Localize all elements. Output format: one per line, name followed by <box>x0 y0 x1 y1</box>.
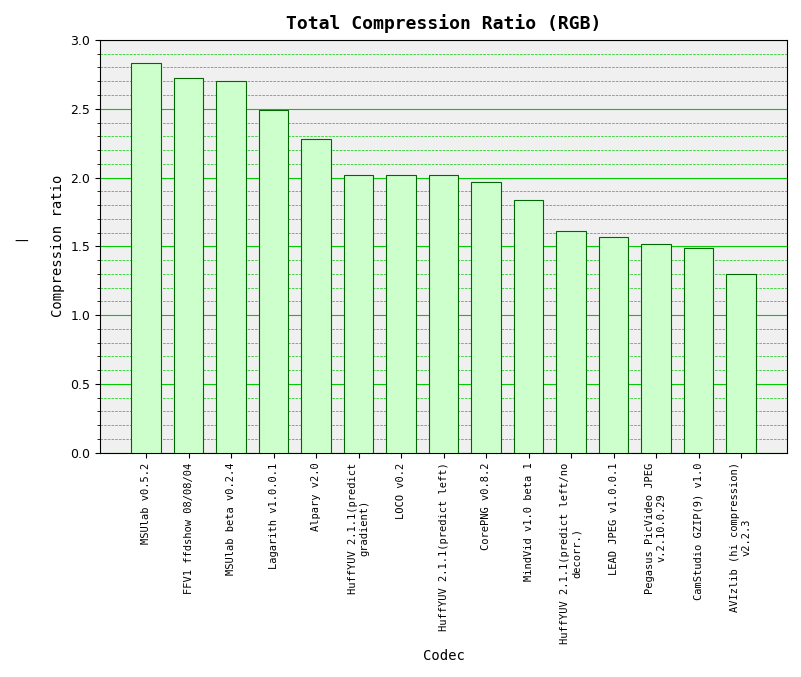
Bar <box>556 231 586 453</box>
Bar <box>513 200 543 453</box>
Bar <box>429 175 458 453</box>
Bar <box>727 274 756 453</box>
Bar <box>598 237 629 453</box>
Bar <box>683 248 714 453</box>
Bar <box>641 244 671 453</box>
Bar <box>259 110 288 453</box>
Bar <box>471 181 501 453</box>
Y-axis label: Compression ratio: Compression ratio <box>50 175 65 318</box>
Bar <box>131 64 161 453</box>
Bar <box>386 175 416 453</box>
Bar <box>344 175 373 453</box>
X-axis label: Codec: Codec <box>423 649 465 663</box>
Title: Total Compression Ratio (RGB): Total Compression Ratio (RGB) <box>286 14 602 33</box>
Bar <box>174 79 203 453</box>
Text: —: — <box>14 236 28 249</box>
Bar <box>301 139 331 453</box>
Bar <box>216 81 246 453</box>
